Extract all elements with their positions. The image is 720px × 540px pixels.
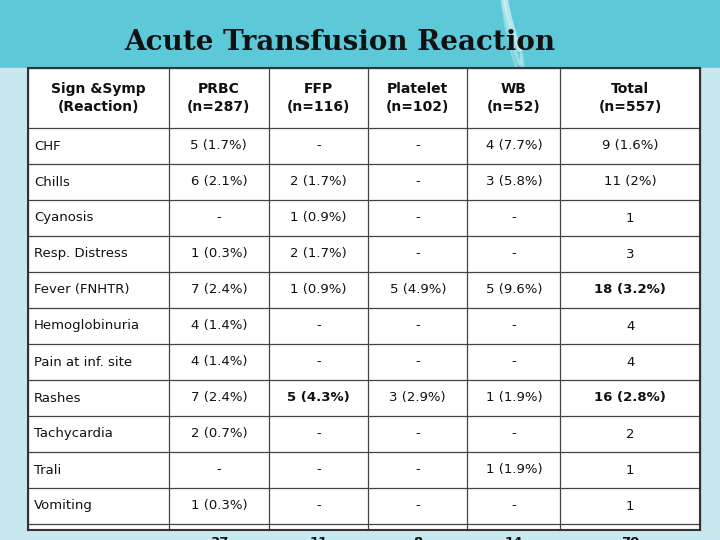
Text: 4 (7.7%): 4 (7.7%)	[485, 139, 542, 152]
Text: -: -	[217, 212, 221, 225]
Text: 1 (0.3%): 1 (0.3%)	[191, 247, 247, 260]
Text: -: -	[316, 355, 320, 368]
Bar	[0, 0, 720, 68]
Text: -: -	[415, 320, 420, 333]
Text: 3 (5.8%): 3 (5.8%)	[485, 176, 542, 188]
Text: -: -	[316, 139, 320, 152]
Text: WB: WB	[501, 82, 527, 96]
Text: FFP: FFP	[304, 82, 333, 96]
Text: Cyanosis: Cyanosis	[34, 212, 94, 225]
Text: 8
(7.8%): 8 (7.8%)	[393, 536, 442, 540]
Text: -: -	[415, 500, 420, 512]
Text: PRBC: PRBC	[198, 82, 240, 96]
Text: (n=287): (n=287)	[187, 100, 251, 114]
Text: 2 (1.7%): 2 (1.7%)	[290, 176, 346, 188]
Text: 1: 1	[626, 212, 634, 225]
Text: 7 (2.4%): 7 (2.4%)	[191, 392, 247, 404]
Text: 2: 2	[626, 428, 634, 441]
Text: (n=52): (n=52)	[487, 100, 541, 114]
Text: -: -	[316, 428, 320, 441]
Text: 5 (9.6%): 5 (9.6%)	[485, 284, 542, 296]
Text: (n=102): (n=102)	[386, 100, 449, 114]
Text: -: -	[511, 428, 516, 441]
Text: 1 (0.3%): 1 (0.3%)	[191, 500, 247, 512]
Text: -: -	[415, 247, 420, 260]
Text: 5 (4.3%): 5 (4.3%)	[287, 392, 350, 404]
Text: -: -	[415, 212, 420, 225]
Text: -: -	[511, 247, 516, 260]
Text: CHF: CHF	[34, 139, 60, 152]
Text: 1 (1.9%): 1 (1.9%)	[485, 463, 542, 476]
Text: -: -	[217, 463, 221, 476]
Text: -: -	[415, 428, 420, 441]
Text: Total: Total	[611, 82, 649, 96]
Text: 7 (2.4%): 7 (2.4%)	[191, 284, 247, 296]
Text: 1 (0.9%): 1 (0.9%)	[290, 284, 346, 296]
Text: 1: 1	[626, 463, 634, 476]
Text: 2 (0.7%): 2 (0.7%)	[191, 428, 247, 441]
Text: -: -	[415, 463, 420, 476]
Text: 2 (1.7%): 2 (1.7%)	[290, 247, 346, 260]
Text: 5 (1.7%): 5 (1.7%)	[191, 139, 247, 152]
Text: 4: 4	[626, 355, 634, 368]
Text: Chills: Chills	[34, 176, 70, 188]
Text: Rashes: Rashes	[34, 392, 81, 404]
Bar	[0, 68, 720, 540]
Text: 18 (3.2%): 18 (3.2%)	[594, 284, 666, 296]
Text: -: -	[511, 355, 516, 368]
Text: (n=557): (n=557)	[598, 100, 662, 114]
Text: 9 (1.6%): 9 (1.6%)	[602, 139, 658, 152]
Text: -: -	[316, 320, 320, 333]
Text: Acute Transfusion Reaction: Acute Transfusion Reaction	[125, 29, 556, 56]
Text: (n=116): (n=116)	[287, 100, 350, 114]
Text: Fever (FNHTR): Fever (FNHTR)	[34, 284, 130, 296]
Text: Sign &Symp: Sign &Symp	[51, 82, 146, 96]
Text: -: -	[415, 355, 420, 368]
Text: -: -	[415, 176, 420, 188]
Text: 5 (4.9%): 5 (4.9%)	[390, 284, 446, 296]
Text: 3: 3	[626, 247, 634, 260]
Text: Platelet: Platelet	[387, 82, 449, 96]
Text: 11
(9.5%): 11 (9.5%)	[294, 536, 343, 540]
Text: Tachycardia: Tachycardia	[34, 428, 113, 441]
Text: 11 (2%): 11 (2%)	[604, 176, 657, 188]
Text: 6 (2.1%): 6 (2.1%)	[191, 176, 247, 188]
Text: -: -	[511, 212, 516, 225]
Text: 16 (2.8%): 16 (2.8%)	[594, 392, 666, 404]
Text: Hemoglobinuria: Hemoglobinuria	[34, 320, 140, 333]
Text: -: -	[511, 320, 516, 333]
Text: 4: 4	[626, 320, 634, 333]
Text: 3 (2.9%): 3 (2.9%)	[390, 392, 446, 404]
Text: 1 (0.9%): 1 (0.9%)	[290, 212, 346, 225]
Text: Resp. Distress: Resp. Distress	[34, 247, 127, 260]
Text: 1 (1.9%): 1 (1.9%)	[485, 392, 542, 404]
Bar	[28, 68, 700, 530]
Text: -: -	[316, 500, 320, 512]
Text: 37
(12.9%): 37 (12.9%)	[190, 536, 248, 540]
Text: -: -	[415, 139, 420, 152]
Text: Trali: Trali	[34, 463, 61, 476]
Text: -: -	[316, 463, 320, 476]
Text: 14
(26.9%): 14 (26.9%)	[485, 536, 543, 540]
Bar	[28, 68, 700, 530]
Text: -: -	[511, 500, 516, 512]
Text: (Reaction): (Reaction)	[58, 100, 139, 114]
Text: 1: 1	[626, 500, 634, 512]
Text: Vomiting: Vomiting	[34, 500, 93, 512]
Text: Pain at inf. site: Pain at inf. site	[34, 355, 132, 368]
Text: 4 (1.4%): 4 (1.4%)	[191, 320, 247, 333]
Text: 4 (1.4%): 4 (1.4%)	[191, 355, 247, 368]
Text: 70
(12.57%): 70 (12.57%)	[597, 536, 664, 540]
